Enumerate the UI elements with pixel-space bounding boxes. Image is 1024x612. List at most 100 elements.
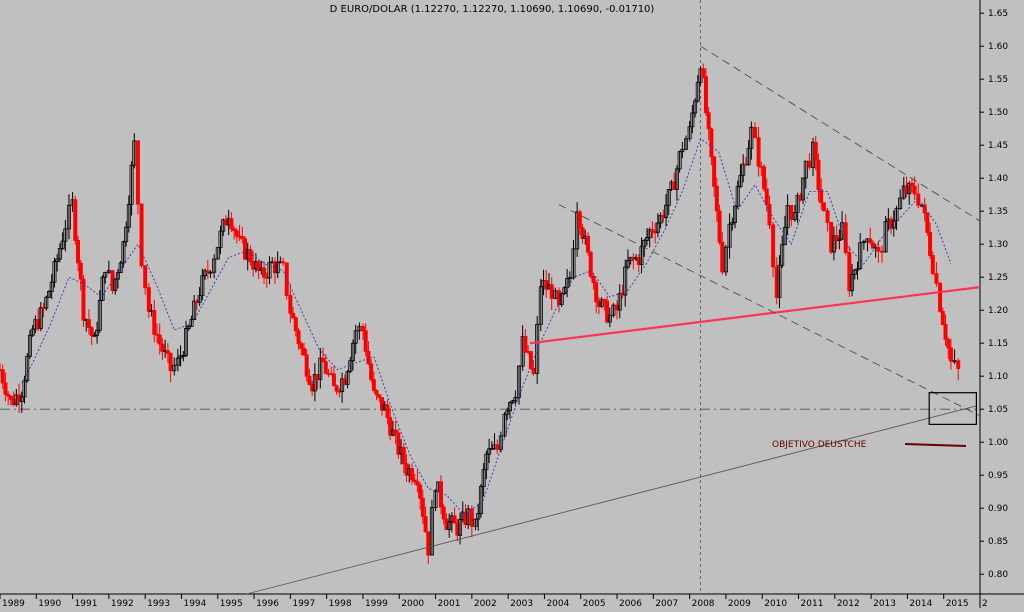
y-tick-label: 1.40 [988,174,1008,184]
candle-body [208,271,213,274]
x-tick-label: 2 [982,599,988,608]
candle-body [357,326,362,332]
candle-body [909,182,914,187]
candle-body [535,323,540,374]
candle-body [404,463,409,476]
candle-body [165,350,170,354]
candle-body [312,374,317,392]
x-tick-label: 1997 [292,599,315,608]
candle-body [412,479,417,483]
candle-body [672,181,677,190]
candle-body [103,271,108,278]
candle-body [785,204,790,228]
candle-body [484,453,489,470]
candle-body [447,521,452,530]
candle-body [234,230,239,237]
y-tick-label: 1.20 [988,306,1008,316]
candle-body [223,219,228,226]
candle-body [749,126,754,149]
candle-body [291,312,296,319]
candle-body [938,282,943,312]
candle-body [674,168,679,190]
candle-body [66,204,71,230]
candle-body [738,174,743,188]
candle-body [86,319,91,328]
candle-body [562,287,567,295]
candle-body [30,328,35,336]
candle-body [242,238,247,260]
candle-body [385,404,390,418]
candle-body [203,270,208,277]
candle-body [27,334,32,357]
candle-body [894,208,899,222]
candle-body [366,350,371,365]
candle-body [19,396,24,403]
x-tick-label: 1990 [38,599,61,608]
candle-body [948,347,953,362]
x-tick-label: 2014 [909,599,932,608]
candle-body [458,519,463,536]
candle-body [623,266,628,296]
candle-body [605,300,610,323]
candle-body [767,204,772,226]
candle-body [658,214,663,224]
candle-body [473,518,478,527]
y-axis-labels: 0.80 0.85 0.90 0.95 1.00 1.05 1.10 1.15 1.20 1.25… [980,9,1008,580]
candle-body [135,140,140,205]
annotation-marker-line [904,443,967,447]
candle-body [52,261,57,283]
candle-body [152,310,157,335]
y-tick-label: 0.95 [988,471,1008,481]
candles-group [0,63,961,564]
candle-body [160,343,165,352]
candle-body [318,357,323,380]
candle-body [507,402,512,412]
candle-body [538,286,543,325]
candle-body [625,260,630,268]
candle-body [801,177,806,201]
candle-body [418,484,423,499]
candle-body [764,188,769,205]
candle-body [946,339,951,349]
candle-body [952,360,957,363]
candle-body [712,156,717,187]
candle-body [795,195,800,213]
candle-body [186,326,191,329]
candle-body [240,236,245,240]
candle-body [44,296,49,309]
candle-body [735,186,740,207]
candle-body [100,276,105,301]
candle-body [452,515,457,524]
candle-body [106,270,111,273]
candle-body [143,265,148,289]
y-tick-label: 1.10 [988,372,1008,382]
x-tick-label: 2013 [873,599,896,608]
candle-body [73,199,78,241]
candle-body [502,413,507,437]
candle-body [580,227,585,239]
candle-body [831,235,836,253]
y-tick-label: 0.90 [988,504,1008,514]
candle-body [296,330,301,345]
candle-body [146,287,151,312]
candle-body [821,202,826,212]
candle-body [639,246,644,265]
x-tick-label: 2006 [619,599,642,608]
candle-body [95,329,100,336]
candle-body [774,266,779,298]
candle-body [17,394,22,403]
candle-body [819,189,824,204]
candle-body [840,222,845,240]
chart-title: D EURO/DOLAR (1.12270, 1.12270, 1.10690,… [330,4,655,15]
candle-body [843,222,848,253]
candle-body [212,258,217,273]
y-tick-label: 1.00 [988,438,1008,448]
candle-body [559,293,564,305]
candle-body [666,189,671,206]
candle-body [388,417,393,436]
candle-body [829,221,834,253]
candle-body [262,267,267,278]
candle-body [251,261,256,270]
candle-body [607,314,612,323]
